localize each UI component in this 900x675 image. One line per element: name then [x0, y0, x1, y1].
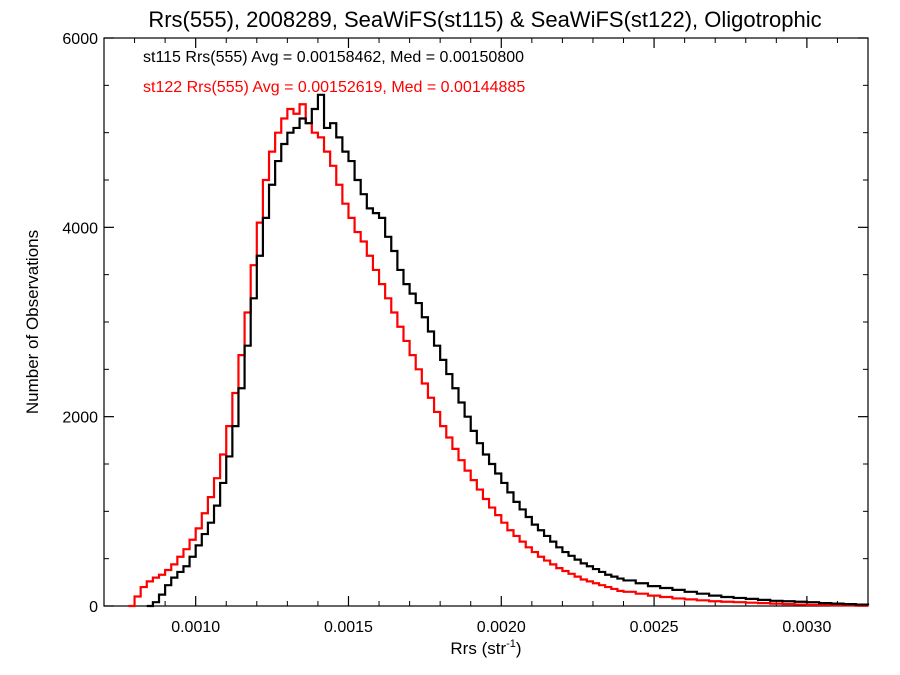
y-axis: 0 2000 4000 6000 — [62, 31, 868, 616]
x-tick-label: 0.0010 — [171, 619, 220, 636]
series-layer — [128, 93, 870, 608]
x-tick-label: 0.0015 — [324, 619, 373, 636]
series-line-st122 — [128, 103, 870, 608]
y-axis-label: Number of Observations — [23, 230, 42, 414]
x-axis-label-main: Rrs (str — [450, 639, 506, 658]
x-axis-label-close: ) — [516, 639, 522, 658]
x-axis-label: Rrs (str-1) — [450, 638, 521, 658]
x-tick-label: 0.0030 — [782, 619, 831, 636]
x-axis: 0.0010 0.0015 0.0020 0.0025 0.0030 — [103, 38, 838, 636]
annotation-st122: st122 Rrs(555) Avg = 0.00152619, Med = 0… — [143, 79, 525, 96]
chart-title: Rrs(555), 2008289, SeaWiFS(st115) & SeaW… — [148, 7, 821, 32]
x-tick-label: 0.0025 — [630, 619, 679, 636]
series-line-st115 — [146, 93, 870, 608]
y-tick-label: 4000 — [62, 220, 98, 237]
y-tick-label: 6000 — [62, 31, 98, 48]
annotation-st115: st115 Rrs(555) Avg = 0.00158462, Med = 0… — [143, 49, 524, 66]
plot-area-frame — [103, 37, 869, 607]
x-axis-label-superscript: -1 — [506, 638, 516, 650]
y-tick-label: 2000 — [62, 410, 98, 427]
x-tick-label: 0.0020 — [477, 619, 526, 636]
y-tick-label: 0 — [89, 599, 98, 616]
